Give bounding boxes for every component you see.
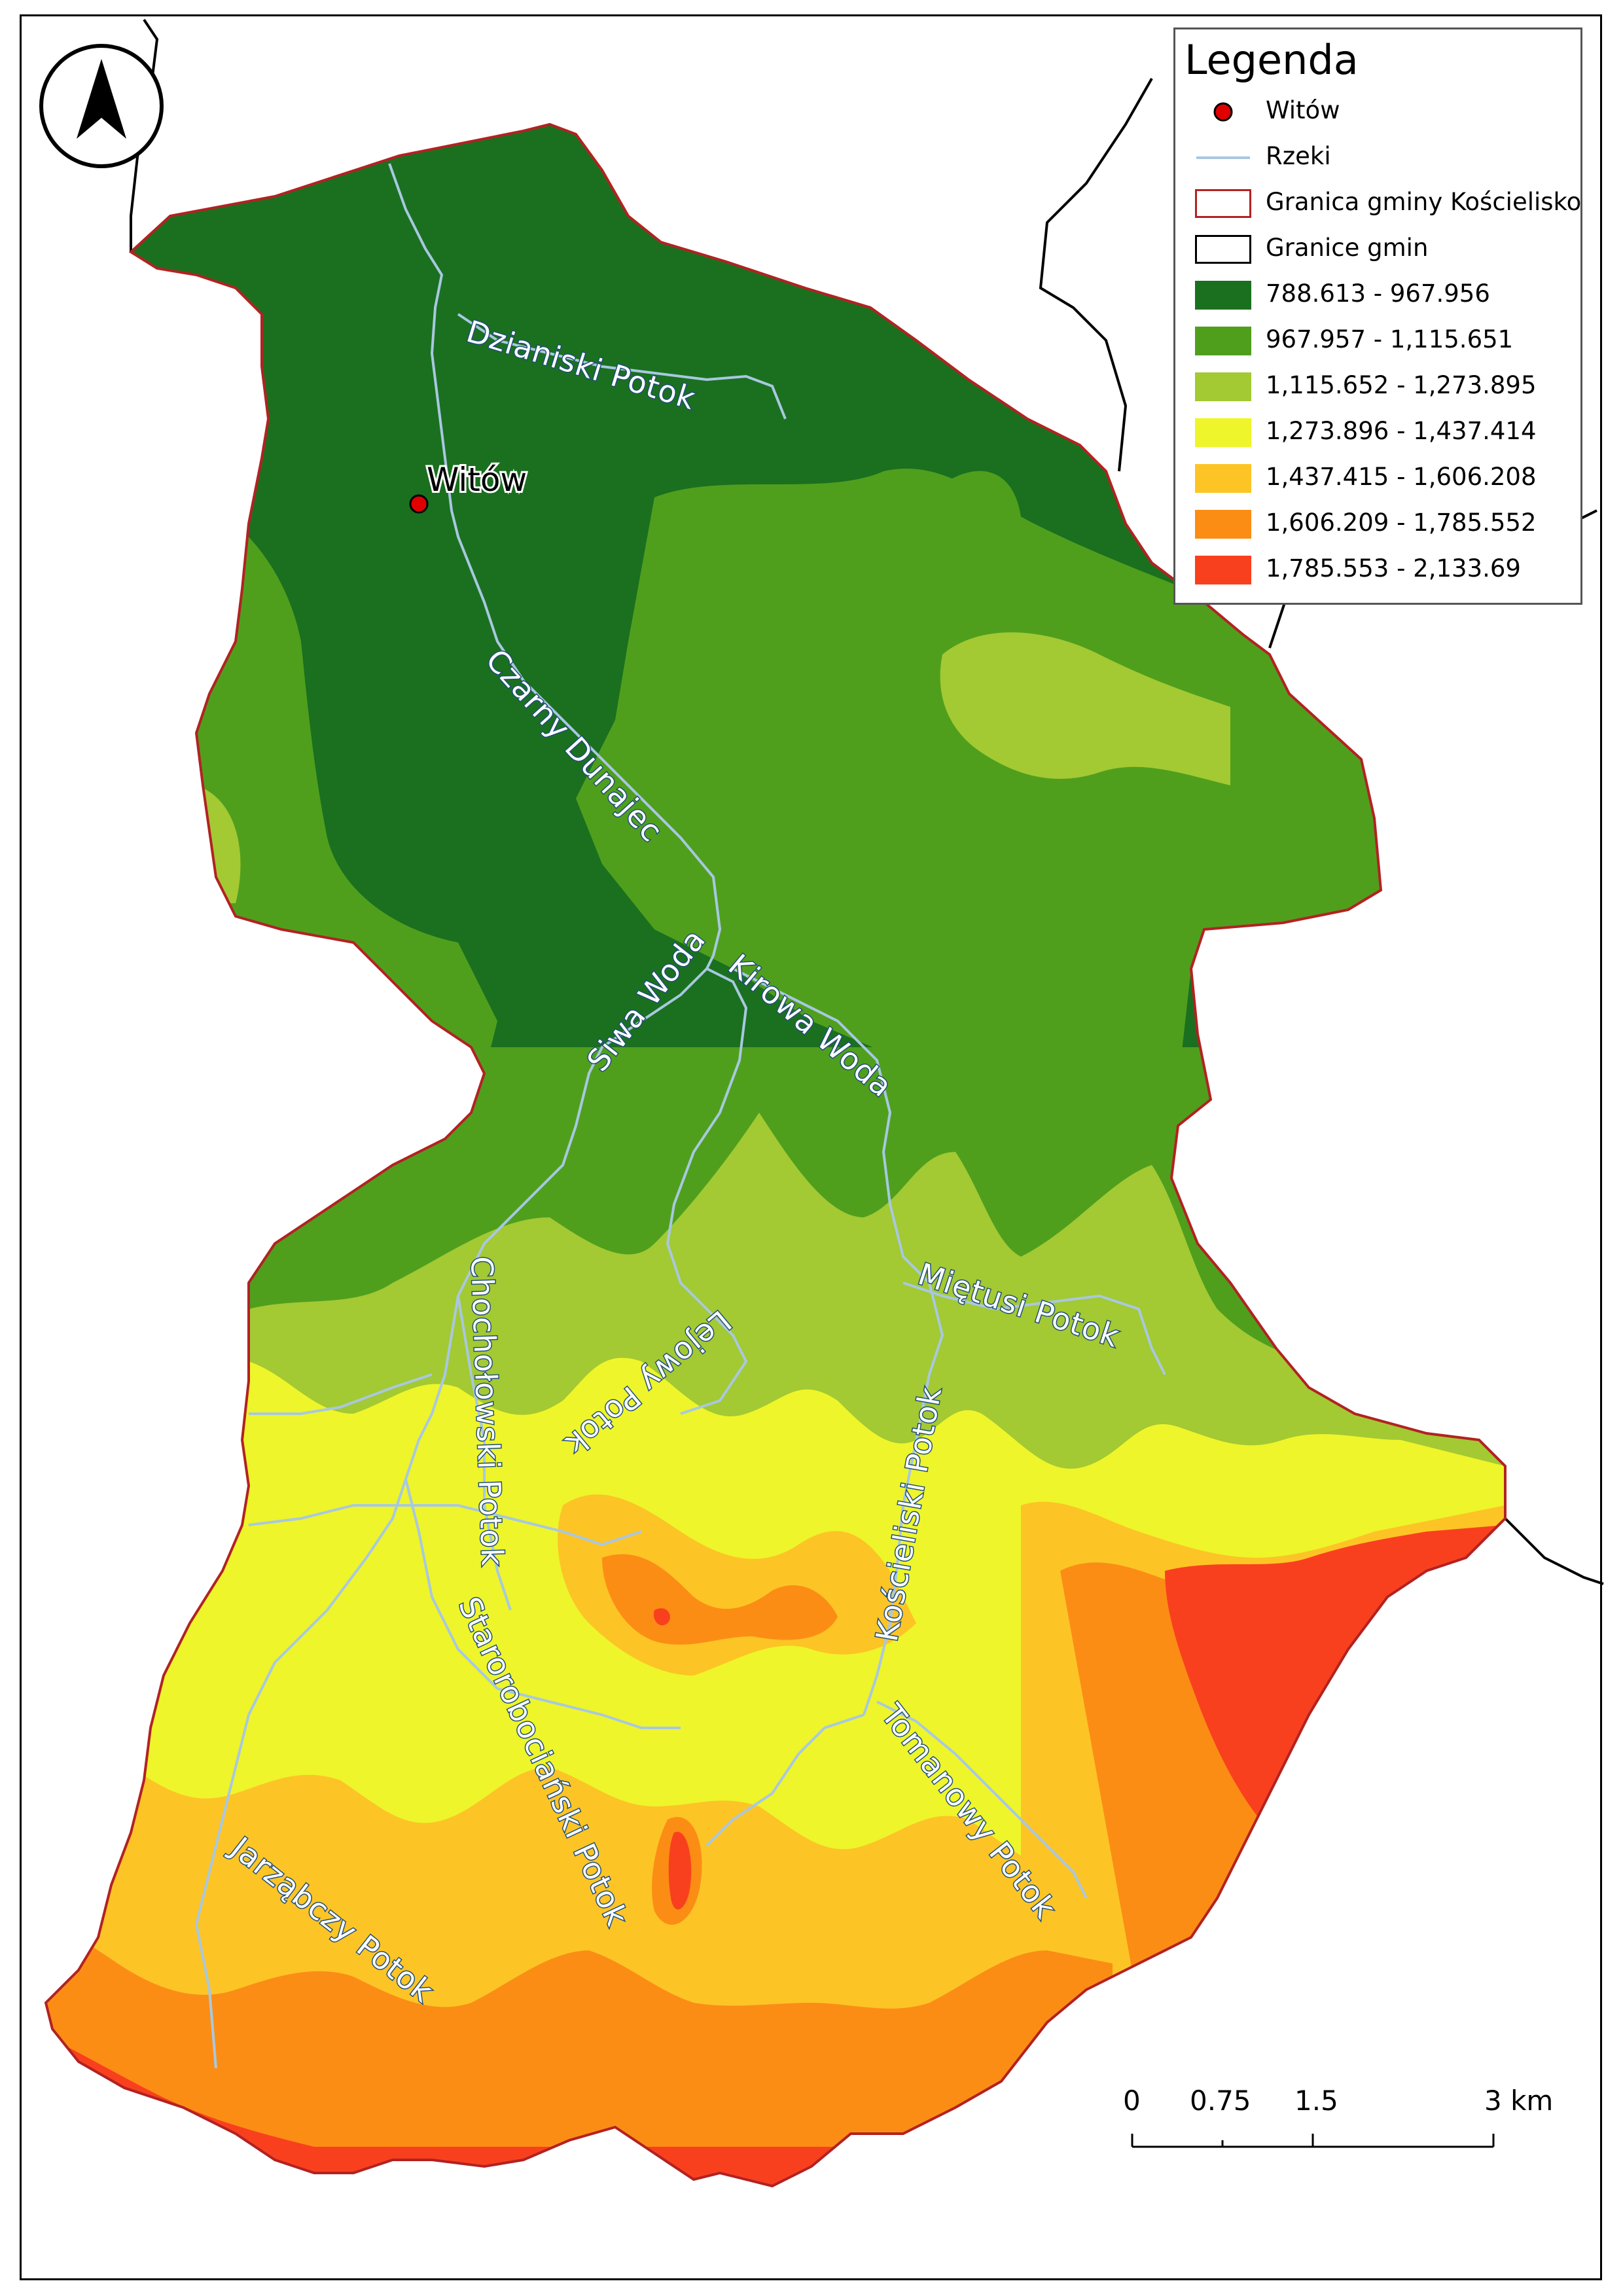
scale-tick-15: 1.5 [1294, 2085, 1338, 2117]
town-point-icon [409, 494, 429, 514]
legend-item-class-4: 1,273.896 - 1,437.414 [1185, 413, 1577, 452]
legend-title: Legenda [1185, 36, 1359, 84]
legend-item-granice-gmin: Granice gmin [1185, 230, 1577, 269]
legend-item-class-3: 1,115.652 - 1,273.895 [1185, 367, 1577, 406]
fill-swatch [1195, 372, 1251, 401]
line-symbol-icon [1196, 156, 1250, 159]
legend-item-rzeki: Rzeki [1185, 138, 1577, 177]
legend-item-class-5: 1,437.415 - 1,606.208 [1185, 459, 1577, 498]
legend-item-class-1: 788.613 - 967.956 [1185, 276, 1577, 315]
fill-swatch [1195, 281, 1251, 310]
scale-tick-0: 0 [1123, 2085, 1141, 2117]
outline-symbol-icon [1195, 235, 1251, 264]
scale-tick-075: 0.75 [1190, 2085, 1251, 2117]
scale-tick-3km: 3 km [1484, 2085, 1554, 2117]
legend-panel: Legenda Witów Rzeki Granica gminy Koście… [1173, 27, 1582, 605]
fill-swatch [1195, 418, 1251, 447]
legend-item-class-7: 1,785.553 - 2,133.69 [1185, 550, 1577, 590]
scale-bar: 0 0.75 1.5 3 km [1113, 2085, 1571, 2163]
north-arrow-icon [39, 44, 164, 168]
scale-bar-line [1131, 2134, 1495, 2148]
legend-item-class-6: 1,606.209 - 1,785.552 [1185, 505, 1577, 544]
fill-swatch [1195, 510, 1251, 539]
legend-item-granica-koscielisko: Granica gminy Kościelisko [1185, 184, 1581, 223]
legend-item-witow: Witów [1185, 92, 1577, 132]
town-witow[interactable]: Witów [409, 459, 529, 514]
outline-symbol-icon [1195, 189, 1251, 218]
legend-item-class-2: 967.957 - 1,115.651 [1185, 321, 1577, 361]
fill-swatch [1195, 464, 1251, 493]
fill-swatch [1195, 556, 1251, 584]
point-symbol-icon [1213, 102, 1233, 122]
fill-swatch [1195, 327, 1251, 355]
town-label: Witów [427, 461, 527, 499]
rivers-network [194, 163, 1166, 2069]
